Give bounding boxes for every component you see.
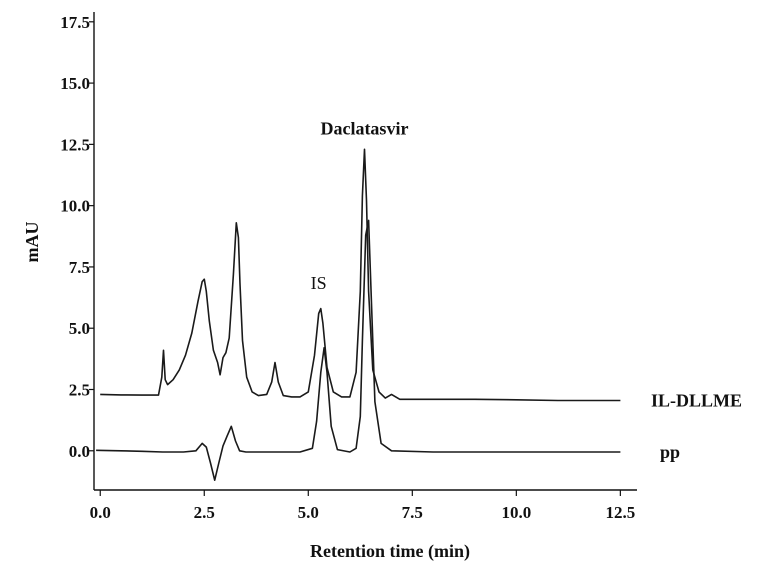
x-tick-label: 12.5: [605, 503, 635, 522]
annotation-daclatasvir: Daclatasvir: [320, 119, 408, 139]
x-tick-label: 10.0: [501, 503, 531, 522]
series-label-pp: pp: [660, 442, 680, 462]
plot-area: 0.0 2.5 5.0 7.5 10.0 12.5 15.0 17.5 0.0 2.5 5.0 7.5…: [60, 12, 742, 522]
series-trace-il-dllme: [100, 148, 621, 402]
y-tick-label: 12.5: [60, 135, 90, 154]
y-tick-label: 2.5: [69, 380, 90, 399]
x-axis-title: Retention time (min): [310, 541, 470, 562]
x-tick-label: 0.0: [90, 503, 111, 522]
x-tick-label: 5.0: [298, 503, 319, 522]
y-tick-label: 15.0: [60, 74, 90, 93]
y-axis-title: mAU: [22, 222, 42, 263]
series-label-il-dllme: IL-DLLME: [651, 391, 742, 411]
series-trace-pp: [96, 219, 621, 482]
y-tick-label: 0.0: [69, 442, 90, 461]
y-tick-label: 10.0: [60, 197, 90, 216]
annotation-is: IS: [311, 273, 327, 293]
y-tick-label: 7.5: [69, 258, 90, 277]
y-tick-label: 17.5: [60, 13, 90, 32]
x-tick-label: 2.5: [194, 503, 215, 522]
y-tick-label: 5.0: [69, 319, 90, 338]
x-tick-label: 7.5: [402, 503, 423, 522]
